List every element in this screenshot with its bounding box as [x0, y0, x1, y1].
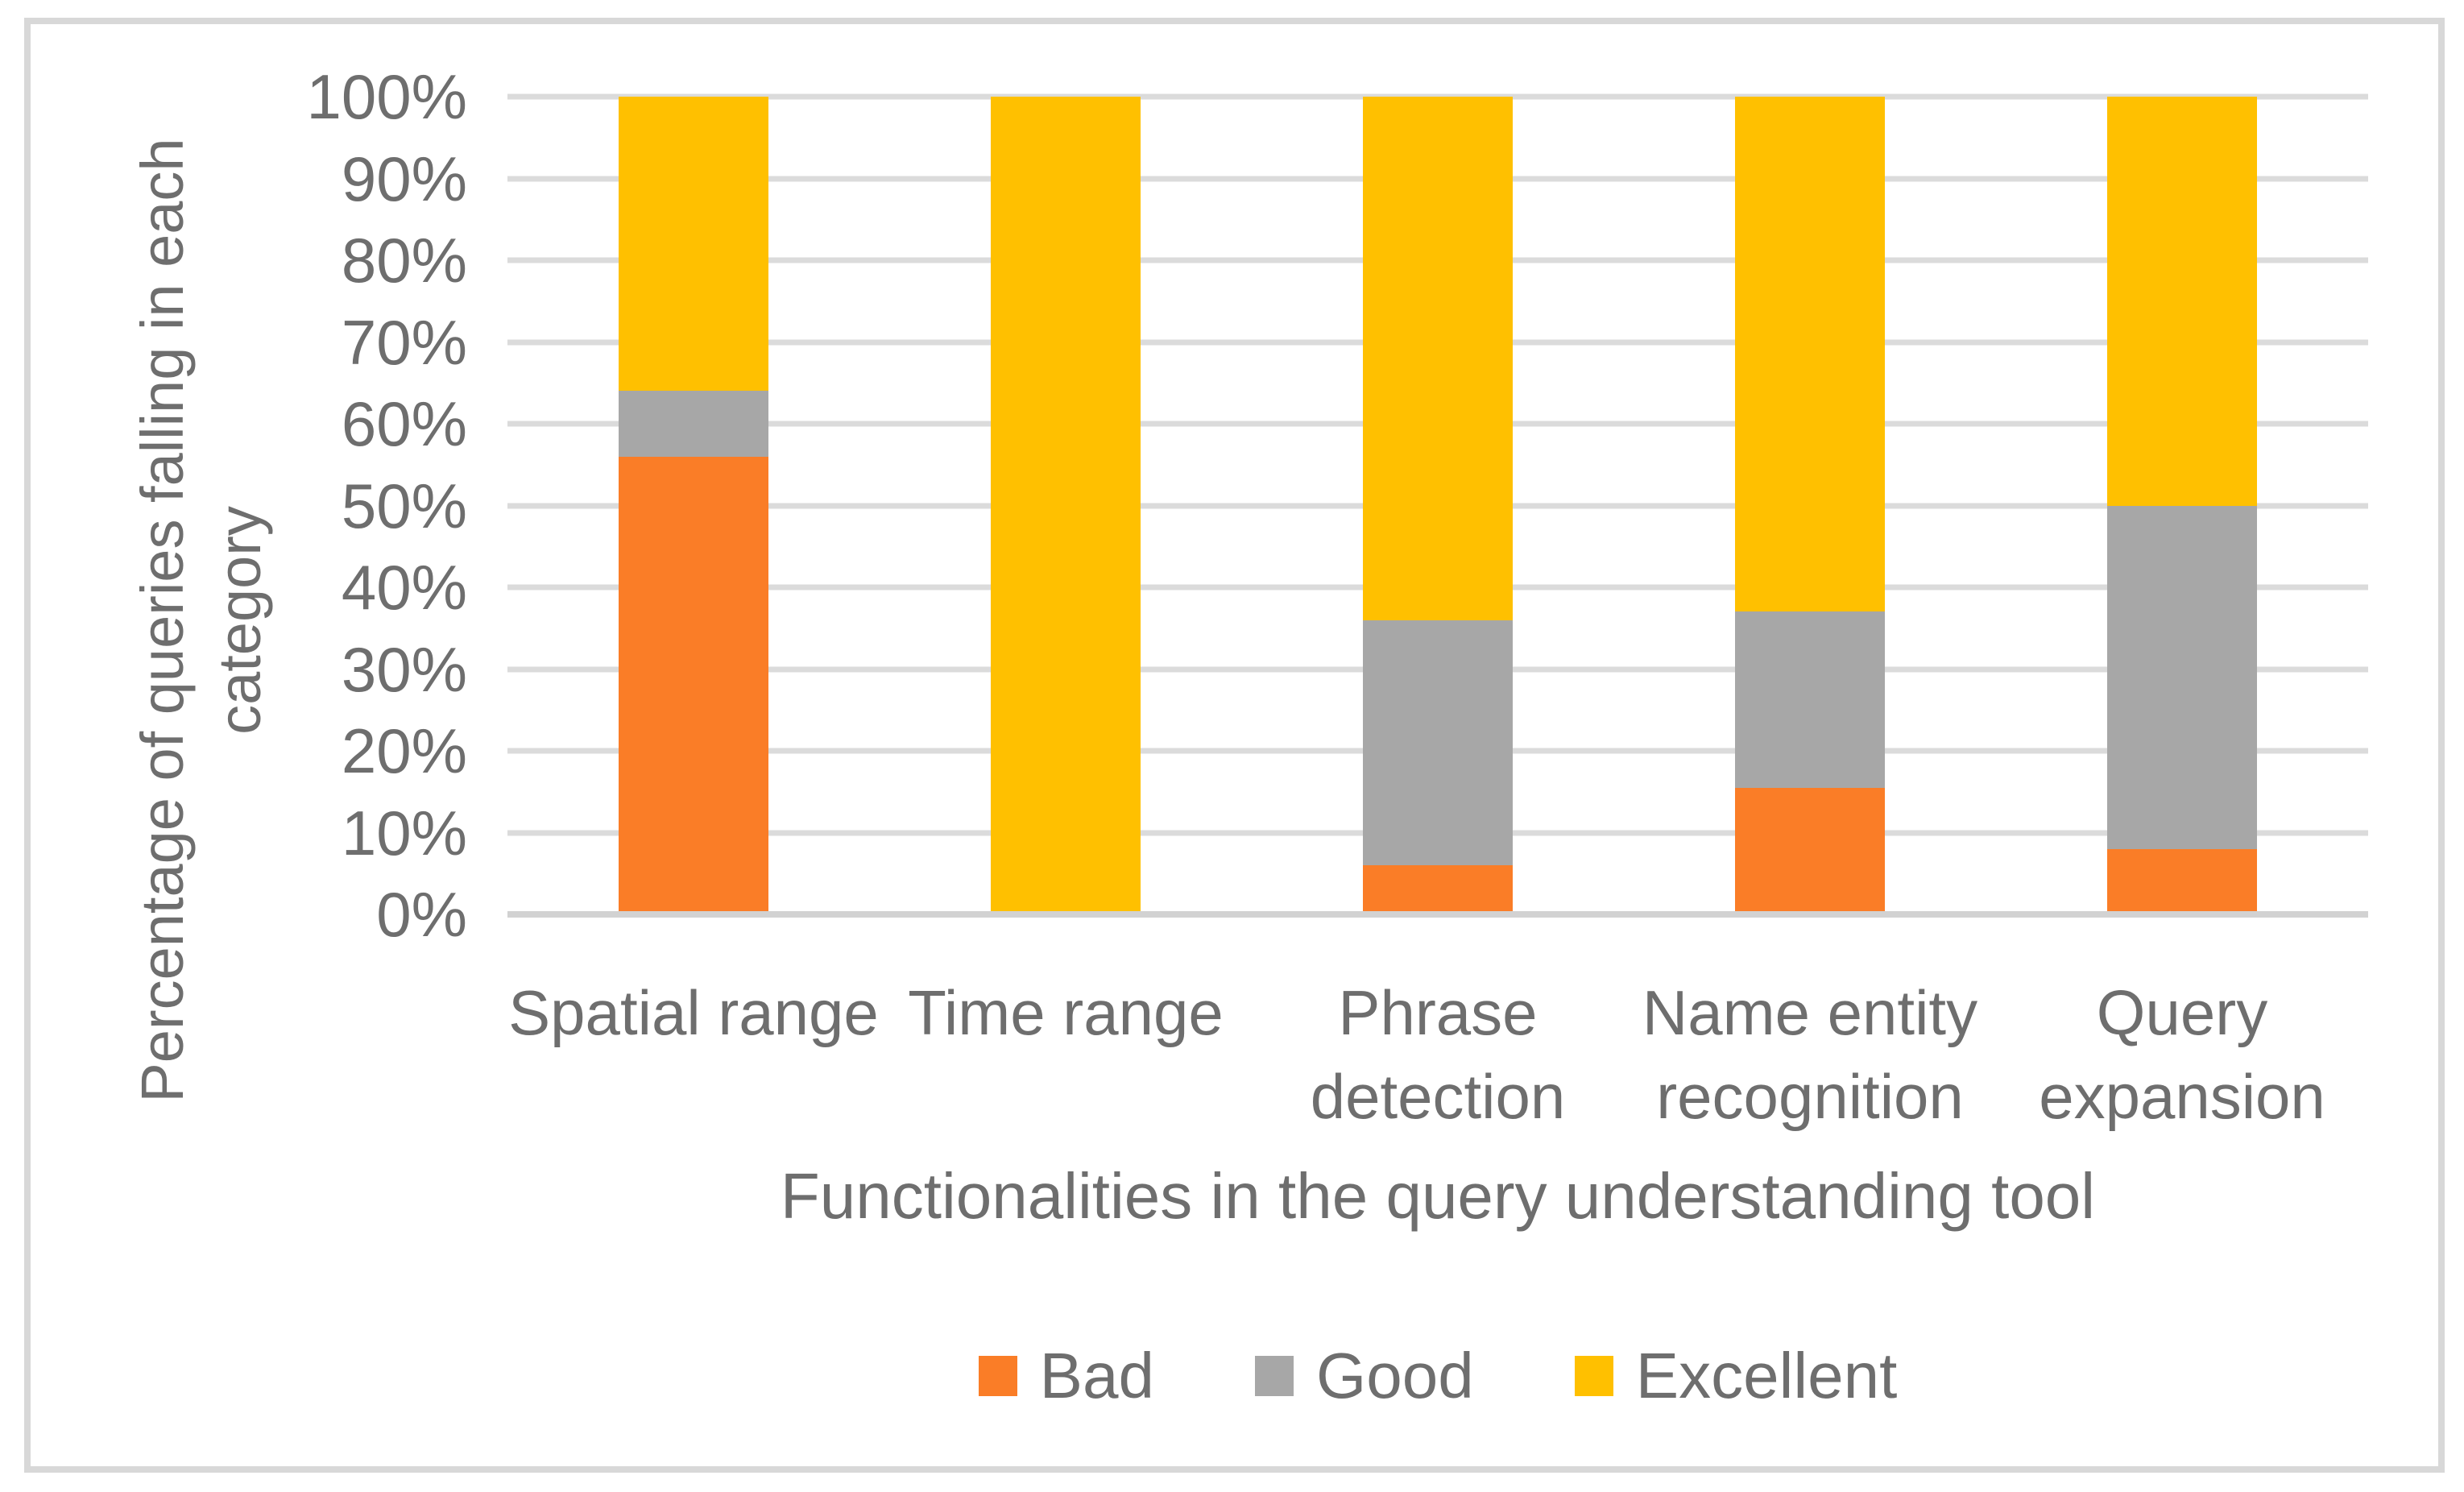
x-category-label-line: Spatial range [508, 977, 879, 1048]
figure-border [24, 18, 2445, 1473]
bar-segment-good [1734, 611, 1886, 788]
bar-slot-1 [880, 97, 1252, 914]
y-axis-labels: 0% 10% 20% 30% 40% 50% 60% 70% 80% 90% 100% [0, 65, 468, 946]
plot-area [507, 93, 2368, 918]
stacked-bar-name-entity-recognition [1734, 97, 1886, 914]
bar-segment-bad [1362, 865, 1514, 914]
stacked-bar-query-expansion [2106, 97, 2258, 914]
bar-segment-bad [1734, 787, 1886, 914]
y-tick-label: 30% [341, 633, 467, 705]
bar-segment-good [618, 391, 769, 457]
legend-item-excellent: Excellent [1574, 1339, 1898, 1413]
x-axis-line [507, 911, 2368, 918]
bar-segment-bad [618, 456, 769, 914]
x-category-label-line: recognition [1656, 1061, 1964, 1132]
bar-segment-bad [2106, 848, 2258, 914]
x-category-labels: Spatial range Time range Phrase detection Na… [507, 971, 2368, 1138]
x-category-label-line: Time range [908, 977, 1224, 1048]
y-tick-label: 80% [341, 225, 467, 296]
bar-segment-excellent [1734, 97, 1886, 612]
x-category-label-line: detection [1310, 1061, 1566, 1132]
legend-swatch-bad [978, 1356, 1017, 1396]
y-tick-label: 100% [306, 61, 468, 132]
bar-slot-3 [1624, 97, 1996, 914]
legend-swatch-good [1255, 1356, 1294, 1396]
y-tick-label: 90% [341, 143, 467, 214]
bar-segment-excellent [2106, 97, 2258, 506]
stacked-bar-spatial-range [618, 97, 769, 914]
gridline [507, 93, 2368, 100]
stacked-bar-time-range [990, 97, 1141, 914]
x-category-label-line: Name entity [1642, 977, 1978, 1048]
bar-segment-excellent [618, 97, 769, 392]
bar-slot-4 [1996, 97, 2368, 914]
bar-segment-good [1362, 620, 1514, 866]
bar-slot-0 [507, 97, 880, 914]
bar-segment-good [2106, 505, 2258, 849]
bar-slot-2 [1252, 97, 1624, 914]
y-tick-label: 10% [341, 797, 467, 868]
legend-label: Bad [1039, 1340, 1155, 1411]
x-category-label-line: Query [2096, 977, 2268, 1048]
y-tick-label: 40% [341, 552, 467, 623]
y-tick-label: 70% [341, 306, 467, 378]
legend-item-bad: Bad [978, 1339, 1155, 1413]
legend-label: Excellent [1635, 1340, 1898, 1411]
x-axis-title: Functionalities in the query understandi… [780, 1160, 2096, 1232]
x-category-label: Phrase detection [1252, 971, 1624, 1138]
legend-item-good: Good [1255, 1339, 1474, 1413]
bar-segment-excellent [1362, 97, 1514, 620]
x-category-label: Spatial range [507, 971, 880, 1138]
x-category-label: Time range [880, 971, 1252, 1138]
y-tick-label: 20% [341, 715, 467, 786]
y-tick-label: 0% [376, 879, 467, 950]
legend: Bad Good Excellent [507, 1339, 2368, 1413]
x-category-label-line: Phrase [1338, 977, 1538, 1048]
stacked-bar-phrase-detection [1362, 97, 1514, 914]
y-tick-label: 60% [341, 388, 467, 459]
x-category-label: Query expansion [1996, 971, 2368, 1138]
x-category-label: Name entity recognition [1624, 971, 1996, 1138]
x-category-label-line: expansion [2039, 1061, 2325, 1132]
legend-label: Good [1316, 1340, 1474, 1411]
legend-swatch-excellent [1574, 1356, 1613, 1396]
bars-row [507, 97, 2368, 914]
y-tick-label: 50% [341, 470, 467, 541]
bar-segment-excellent [990, 97, 1141, 914]
